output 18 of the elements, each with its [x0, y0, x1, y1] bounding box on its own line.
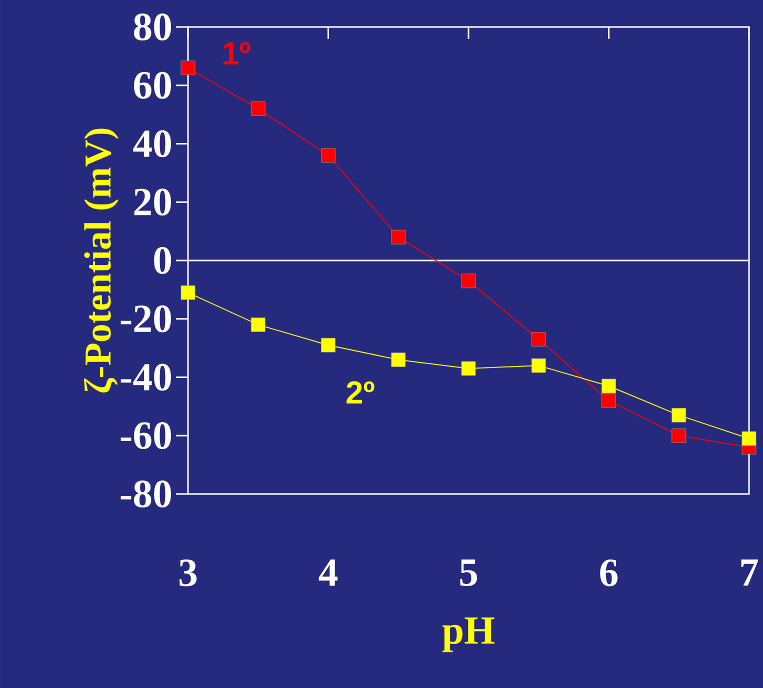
y-tick-label: -20 [120, 305, 171, 332]
y-tick-label: 0 [154, 247, 171, 274]
y-tick-label: 40 [133, 130, 171, 158]
x-tick-label: 6 [600, 560, 618, 586]
y-tick-label: 80 [134, 14, 171, 40]
y-tick-label: 20 [134, 188, 171, 216]
y-tick-label: -60 [120, 422, 171, 450]
y-tick-label: 60 [134, 72, 171, 99]
x-tick-label: 5 [460, 560, 478, 586]
y-tick-label: -40 [120, 364, 171, 391]
x-tick-label: 3 [180, 560, 197, 586]
y-tick-label: -80 [120, 480, 171, 508]
series-label: 1º [224, 42, 250, 64]
x-axis-title: pH [442, 618, 494, 652]
x-tick-label: 4 [318, 560, 338, 586]
series-label: 2º [346, 381, 374, 404]
x-tick-label: 7 [741, 560, 758, 586]
y-axis-title: ζ-Potential (mV) [84, 128, 119, 392]
